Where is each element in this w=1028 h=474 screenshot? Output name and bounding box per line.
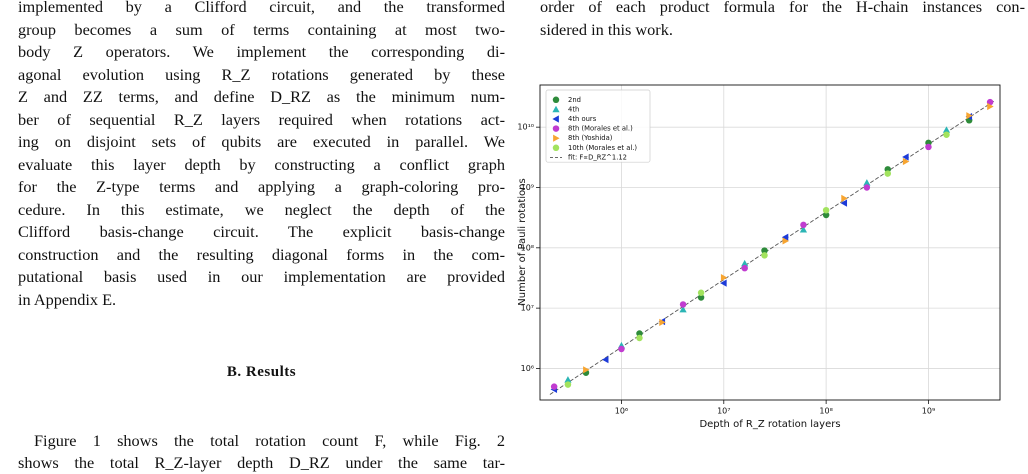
point xyxy=(659,318,666,327)
y-tick-label: 10⁷ xyxy=(521,304,534,313)
legend-box xyxy=(545,89,651,163)
plot-frame xyxy=(539,84,1001,401)
legend-marker xyxy=(552,144,560,152)
point xyxy=(720,274,728,282)
text-line: sidered in this work. xyxy=(540,19,673,39)
y-tick-label: 10⁹ xyxy=(521,183,534,192)
point xyxy=(822,211,830,219)
text-line: implemented by a Clifford circuit, and t… xyxy=(18,0,505,16)
point xyxy=(550,383,558,390)
point xyxy=(741,264,748,272)
legend-marker xyxy=(553,134,560,142)
text-line: ber of sequential R_Z layers required wh… xyxy=(18,109,505,129)
text-line: body Z operators. We implement the corre… xyxy=(18,42,505,61)
point xyxy=(800,221,807,229)
x-tick-label: 10⁷ xyxy=(717,407,730,416)
y-axis-label: Number of Pauli rotations xyxy=(517,178,528,305)
point xyxy=(618,345,625,353)
point xyxy=(636,330,643,337)
point xyxy=(902,153,909,161)
point xyxy=(601,356,609,364)
text-line: for the Z-type terms and applying a grap… xyxy=(18,177,505,196)
point xyxy=(902,157,910,166)
point xyxy=(679,305,687,313)
x-tick-label: 10⁸ xyxy=(819,407,832,416)
point xyxy=(884,170,891,177)
x-tick-label: 10⁹ xyxy=(922,407,935,416)
text-line: Z and ZZ terms, and define D_RZ as the m… xyxy=(18,87,505,106)
point xyxy=(564,376,572,383)
legend-label: 10th (Morales et al.) xyxy=(568,144,637,152)
text-line: putational basis used in our implementat… xyxy=(18,267,505,286)
text-line: group becomes a sum of terms containing … xyxy=(18,19,505,39)
legend-label: fit: F∝D_RZ^1.12 xyxy=(568,153,627,161)
text-line: evaluate this layer depth by constructin… xyxy=(18,154,505,174)
legend-marker xyxy=(552,125,560,132)
point xyxy=(583,366,590,374)
point xyxy=(782,237,790,245)
point xyxy=(720,279,727,287)
text-line: order of each product formula for the H-… xyxy=(540,0,1025,16)
point xyxy=(863,179,871,186)
y-tick-label: 10⁶ xyxy=(521,364,534,373)
text-line: in Appendix E. xyxy=(18,289,117,309)
text-line: shows the total R_Z-layer depth D_RZ und… xyxy=(18,453,505,472)
point xyxy=(781,233,789,241)
legend-label: 4th ours xyxy=(568,115,597,123)
x-axis-label: Depth of R_Z rotation layers xyxy=(699,419,840,430)
legend-label: 4th xyxy=(568,105,579,113)
point xyxy=(697,294,705,301)
point xyxy=(987,102,994,111)
section-heading: B. Results xyxy=(226,364,297,380)
point xyxy=(679,301,687,308)
point xyxy=(822,206,830,214)
point xyxy=(697,289,705,296)
point xyxy=(863,184,871,191)
point xyxy=(942,126,951,133)
fit-line xyxy=(549,99,996,395)
legend-label: 8th (Yoshida) xyxy=(568,134,613,142)
point xyxy=(636,334,643,342)
y-tick-label: 10¹⁰ xyxy=(517,123,534,132)
text-line: construction and the resulting diagonal … xyxy=(18,244,505,264)
point xyxy=(761,247,768,254)
legend-marker xyxy=(552,115,559,123)
point xyxy=(966,112,973,120)
text-line: Figure 1 shows the total rotation count … xyxy=(34,431,505,450)
x-tick-label: 10⁶ xyxy=(615,407,628,416)
legend-label: 8th (Morales et al.) xyxy=(568,125,633,133)
text-line: agonal evolution using R_Z rotations gen… xyxy=(18,64,505,84)
point xyxy=(943,131,950,138)
point xyxy=(841,194,848,202)
point xyxy=(799,226,808,233)
text-line: cedure. In this estimate, we neglect the… xyxy=(18,199,505,219)
text-line: ing on disjoint sets of qubits are execu… xyxy=(18,132,505,151)
point xyxy=(761,252,768,259)
text-line: Clifford basis-change circuit. The expli… xyxy=(18,222,505,241)
y-tick-label: 10⁸ xyxy=(521,243,534,252)
point xyxy=(925,143,932,151)
point xyxy=(741,259,749,267)
point xyxy=(840,199,848,207)
legend-marker xyxy=(552,96,560,104)
point xyxy=(564,381,572,388)
legend-label: 2nd xyxy=(568,96,581,104)
legend-marker xyxy=(552,105,560,113)
